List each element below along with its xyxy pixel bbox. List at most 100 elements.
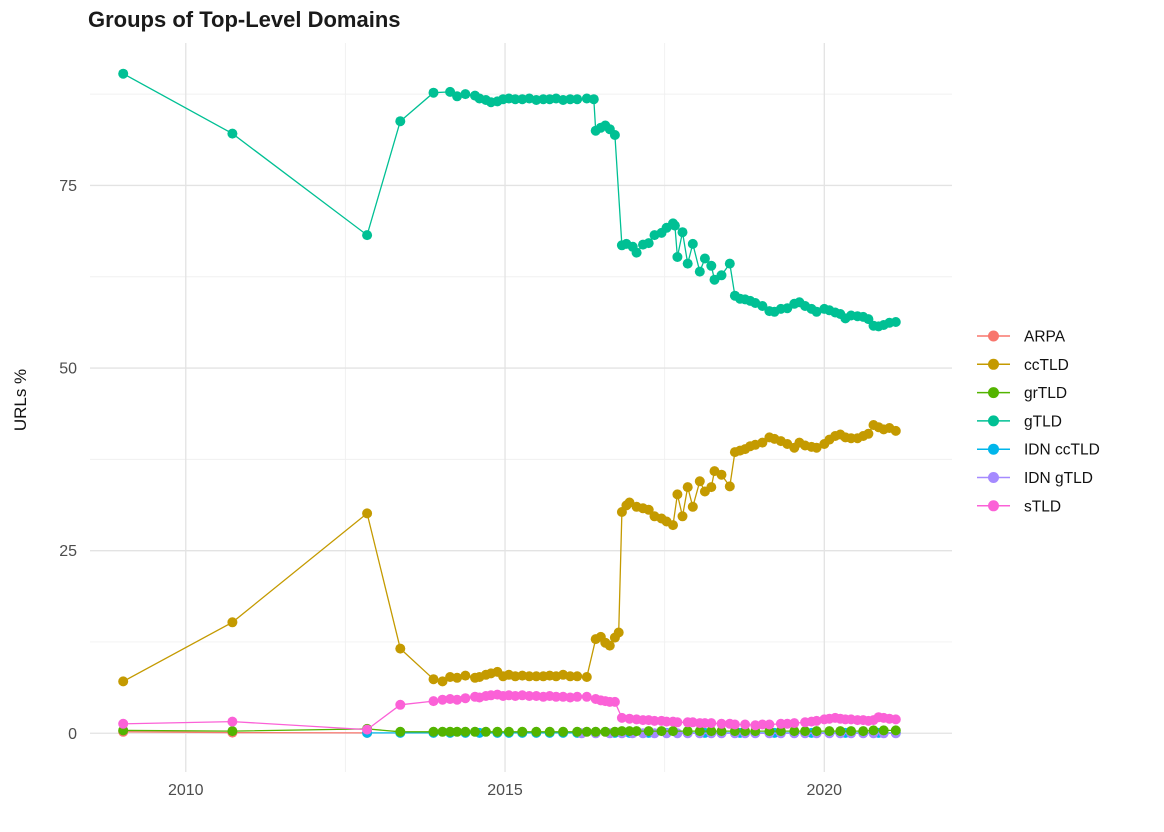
data-point-grtld [581,726,592,737]
data-point-cctld [437,676,448,687]
data-point-gtld [724,258,735,269]
data-point-cctld [452,672,463,683]
data-point-cctld [581,672,592,682]
data-point-cctld [724,481,735,492]
data-point-gtld [682,258,693,269]
legend-item-cctld: ccTLD [977,357,1069,374]
data-point-grtld [858,726,869,737]
data-point-gtld [510,94,521,105]
legend-key-dot-grtld [988,387,999,399]
data-point-grtld [227,726,238,737]
data-point-stld [764,719,775,730]
data-point-grtld [437,726,448,737]
data-point-gtld [677,227,688,238]
data-point-gtld [643,238,654,249]
data-point-grtld [800,726,811,737]
data-point-stld [672,717,683,728]
legend-label-gtld: gTLD [1024,413,1062,430]
data-point-stld [716,718,727,729]
data-point-stld [616,712,627,723]
data-point-cctld [890,425,901,436]
data-point-grtld [600,726,611,737]
data-point-stld [890,714,901,725]
data-point-cctld [565,671,576,682]
data-point-grtld [668,726,678,737]
data-point-stld [362,724,373,735]
data-point-cctld [706,482,717,493]
data-point-gtld [669,220,680,231]
data-point-stld [524,691,535,701]
data-point-gtld [362,230,373,241]
legend-item-arpa: ARPA [977,329,1066,346]
legend-key-dot-idn-cctld [988,443,999,455]
legend-key-dot-cctld [988,358,999,370]
data-point-stld [395,699,406,710]
y-tick-label: 50 [59,361,77,378]
data-point-gtld [890,317,901,327]
data-point-gtld [757,301,768,311]
data-point-grtld [890,725,901,736]
y-axis-title: URLs % [11,369,30,431]
y-tick-label: 0 [68,726,77,743]
data-point-grtld [445,726,456,737]
series-line-cctld [122,424,897,683]
series-arpa [118,726,373,738]
data-point-grtld [811,726,822,737]
data-point-grtld [878,725,889,736]
data-point-gtld [395,116,406,127]
data-point-cctld [604,640,615,651]
data-point-cctld [682,482,693,493]
legend-key-dot-gtld [988,415,999,427]
data-point-gtld [706,260,717,271]
data-point-grtld [835,726,846,737]
data-point-cctld [531,671,542,682]
data-point-stld [428,696,439,707]
data-point-gtld [118,68,129,79]
legend-label-idn-gtld: IDN gTLD [1024,470,1093,487]
legend-item-grtld: grTLD [977,385,1067,402]
series-gtld [118,68,901,332]
data-point-stld [551,691,562,702]
data-point-grtld [590,726,601,737]
data-point-cctld [227,617,238,628]
data-point-grtld [656,726,667,737]
data-point-stld [452,694,463,705]
data-point-grtld [452,726,463,737]
data-point-grtld [824,726,835,737]
legend-item-idn-gtld: IDN gTLD [977,470,1093,487]
data-point-grtld [706,726,717,737]
data-point-grtld [503,726,514,737]
data-point-gtld [631,247,642,258]
data-point-stld [227,716,238,727]
y-tick-label: 25 [59,543,77,560]
data-point-grtld [624,726,635,737]
data-point-cctld [572,671,583,682]
data-point-cctld [687,501,698,512]
data-point-grtld [682,726,693,737]
legend: ARPA ccTLD grTLD gTLD IDN ccTLD IDN gTLD sTLD [977,329,1100,515]
legend-item-stld: sTLD [977,498,1061,515]
chart-title: Groups of Top-Level Domains [88,7,401,32]
legend-key-dot-idn-gtld [988,472,999,483]
series-cctld [118,420,901,687]
legend-item-idn-cctld: IDN ccTLD [977,442,1100,459]
data-point-cctld [362,508,373,519]
data-point-stld [609,696,620,707]
data-point-grtld [643,726,654,737]
x-tick-label: 2015 [487,782,523,799]
data-point-grtld [517,726,528,737]
data-point-grtld [694,726,705,737]
data-point-gtld [672,252,683,262]
data-point-gtld [694,266,705,277]
data-point-grtld [572,726,583,737]
data-point-cctld [395,643,406,654]
data-point-stld [789,718,800,729]
data-point-gtld [572,94,583,105]
legend-label-idn-cctld: IDN ccTLD [1024,442,1100,459]
x-tick-label: 2010 [168,782,204,799]
data-point-stld [572,691,583,702]
data-point-grtld [395,726,406,737]
data-point-grtld [558,726,569,737]
